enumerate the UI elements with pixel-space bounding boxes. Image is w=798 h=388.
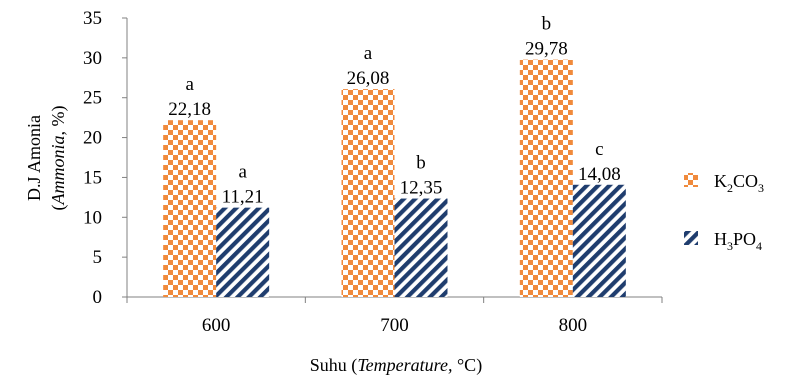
y-tick-label: 35 — [83, 8, 102, 29]
y-tick-label: 20 — [83, 128, 102, 149]
x-category-label: 600 — [202, 315, 231, 336]
x-category-label: 800 — [559, 315, 588, 336]
x-axis-label: Suhu (Temperature, °C) — [310, 355, 482, 376]
significance-letter: c — [595, 139, 603, 160]
data-labels: 22,18 a 11,21 a 26,08 a 12,35 b 29,78 b 14,08 c — [168, 14, 620, 208]
y-tick-label: 25 — [83, 88, 102, 109]
bar-value-label: 11,21 — [222, 187, 264, 208]
legend-swatch-checker — [684, 173, 698, 187]
legend: K2CO3 H3PO4 — [684, 171, 764, 253]
legend-label-h3po4: H3PO4 — [714, 229, 762, 253]
bar-diagonal-600 — [216, 207, 270, 297]
legend-label-k2co3: K2CO3 — [714, 171, 764, 195]
y-axis-label: D.J Amonia (Ammonia, %) — [24, 106, 69, 211]
y-axis-label-line1: D.J Amonia — [24, 115, 44, 201]
x-category-labels: 600 700 800 — [202, 315, 587, 336]
legend-swatch-diagonal — [684, 231, 698, 245]
x-ticks — [126, 297, 663, 303]
significance-letter: b — [416, 153, 426, 174]
significance-letter: a — [364, 43, 373, 64]
bar-checker-600 — [163, 120, 217, 297]
y-tick-label: 10 — [83, 207, 102, 228]
bar-checker-700 — [341, 89, 395, 298]
significance-letter: a — [238, 162, 247, 183]
bar-value-label: 26,08 — [347, 68, 390, 89]
bar-value-label: 12,35 — [400, 178, 443, 199]
bar-value-label: 14,08 — [578, 164, 621, 185]
y-ticks: 0 5 10 15 20 25 30 35 — [83, 8, 127, 308]
bar-checker-800 — [519, 59, 573, 298]
significance-letter: b — [542, 14, 552, 35]
y-axis-label-line2: (Ammonia, %) — [48, 106, 69, 211]
y-tick-label: 0 — [93, 287, 103, 308]
y-tick-label: 30 — [83, 48, 102, 69]
y-tick-label: 5 — [93, 247, 103, 268]
y-tick-label: 15 — [83, 167, 102, 188]
bar-diagonal-700 — [394, 198, 448, 297]
x-category-label: 700 — [380, 315, 409, 336]
significance-letter: a — [185, 74, 194, 95]
legend-item-k2co3: K2CO3 — [684, 171, 764, 195]
bar-value-label: 22,18 — [168, 99, 211, 120]
bar-diagonal-800 — [572, 184, 626, 297]
legend-item-h3po4: H3PO4 — [684, 229, 762, 253]
bar-value-label: 29,78 — [525, 39, 568, 60]
bars — [163, 59, 626, 298]
